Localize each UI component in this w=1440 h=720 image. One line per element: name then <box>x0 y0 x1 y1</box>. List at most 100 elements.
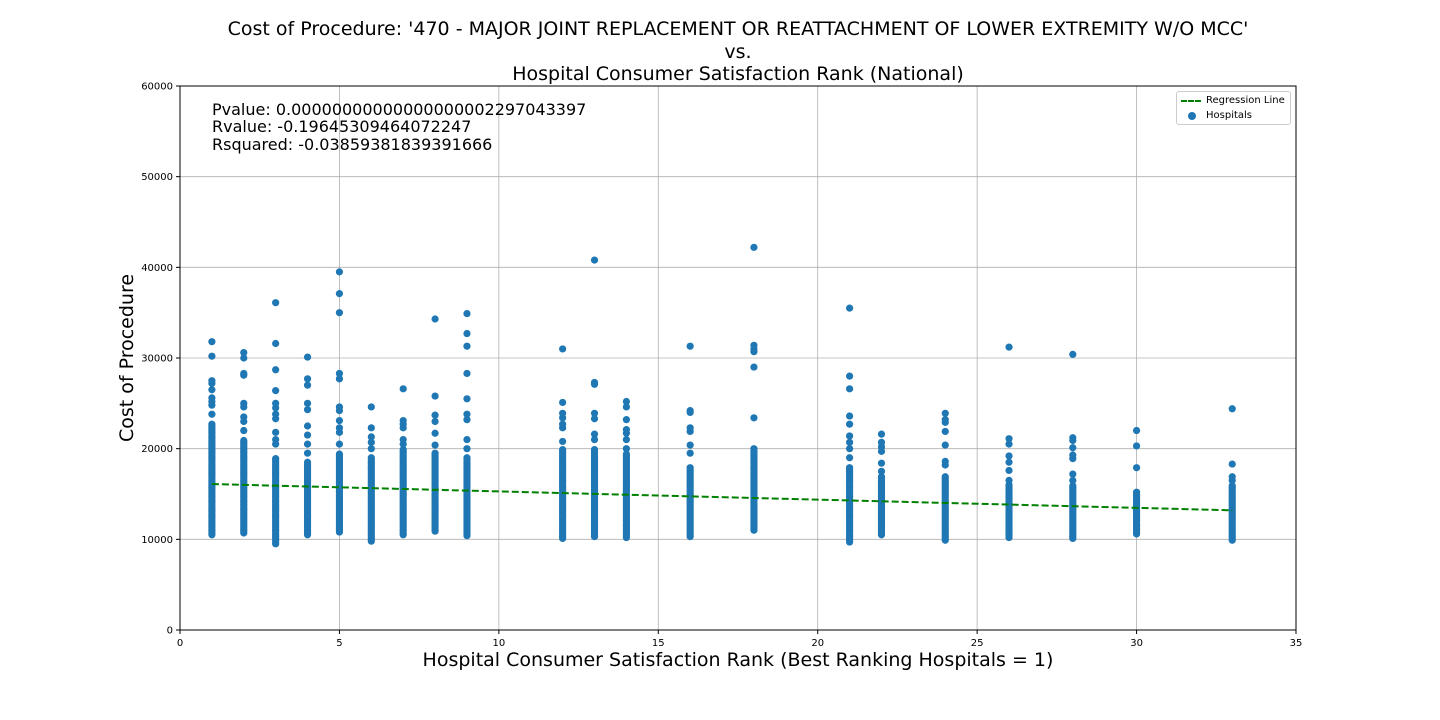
y-tick-label: 60000 <box>141 82 173 93</box>
chart-title-line-2: vs. <box>724 41 752 63</box>
hospital-point <box>941 427 949 436</box>
hospital-point <box>463 395 471 403</box>
legend-label-hospitals: Hospitals <box>1206 110 1253 121</box>
x-tick-label: 25 <box>971 638 984 649</box>
hospital-point <box>941 473 949 481</box>
hospital-point <box>399 436 407 444</box>
y-axis-label: Cost of Procedure <box>116 274 138 442</box>
hospital-point <box>463 410 471 418</box>
hospital-point <box>303 381 312 389</box>
y-tick-label: 40000 <box>141 263 173 274</box>
hospital-point <box>846 372 854 380</box>
chart-title-line-1: Cost of Procedure: '470 - MAJOR JOINT RE… <box>227 18 1249 40</box>
hospital-point <box>272 399 280 407</box>
hospital-point <box>559 445 567 454</box>
hospital-point <box>877 467 886 475</box>
hospital-point <box>240 436 248 445</box>
hospital-point <box>463 416 471 424</box>
hospital-point <box>877 459 886 467</box>
hospital-point <box>399 416 407 425</box>
x-tick-label: 15 <box>652 638 665 649</box>
x-tick-label: 20 <box>811 638 824 649</box>
hospital-point <box>1005 458 1013 466</box>
hospital-point <box>335 424 344 432</box>
y-tick-label: 30000 <box>141 354 173 365</box>
hospital-point <box>303 353 312 361</box>
hospital-point <box>622 403 631 411</box>
hospital-point <box>1069 476 1077 484</box>
rvalue-text: Rvalue: -0.19645309464072247 <box>212 117 472 136</box>
hospital-point <box>877 473 886 481</box>
hospital-point <box>1132 426 1141 435</box>
hospital-point <box>1005 466 1013 475</box>
hospital-point <box>941 457 949 465</box>
y-tick-label: 50000 <box>141 172 173 183</box>
hospital-point <box>559 398 567 407</box>
hospital-point <box>590 415 599 423</box>
hospital-point <box>877 438 886 446</box>
hospital-point <box>335 375 344 383</box>
x-tick-label: 30 <box>1130 638 1143 649</box>
hospital-point <box>303 449 312 457</box>
y-tick-label: 0 <box>167 626 173 637</box>
hospital-point <box>1069 470 1077 478</box>
hospital-point <box>750 445 758 453</box>
hospital-point <box>335 403 344 411</box>
hospital-point <box>559 437 567 446</box>
hospital-point <box>686 342 694 350</box>
hospital-point <box>1005 452 1013 460</box>
hospital-point <box>431 429 439 437</box>
legend-item-hospitals: Hospitals <box>1181 109 1252 123</box>
hospital-point <box>686 464 694 472</box>
hospital-point <box>846 438 854 446</box>
hospital-point <box>303 440 312 448</box>
hospital-point <box>846 304 854 312</box>
hospital-point <box>303 399 312 407</box>
hospital-point <box>208 352 216 360</box>
hospital-point <box>941 416 949 424</box>
x-tick-label: 0 <box>177 638 183 649</box>
x-axis-label: Hospital Consumer Satisfaction Rank (Bes… <box>423 649 1054 671</box>
hospital-point <box>622 397 631 406</box>
hospital-point <box>463 436 471 444</box>
hospital-point <box>335 290 344 298</box>
hospital-point <box>1005 435 1013 443</box>
hospital-point <box>750 363 758 371</box>
hospital-point <box>399 385 407 393</box>
hospital-point <box>463 369 471 378</box>
hospital-point <box>1005 440 1013 448</box>
hospital-point <box>1005 343 1013 351</box>
hospital-point <box>686 449 694 457</box>
hospital-point <box>431 392 439 400</box>
hospital-point <box>272 339 280 348</box>
hospital-point <box>367 433 375 441</box>
hospital-point <box>590 436 599 444</box>
hospital-point <box>463 342 471 350</box>
hospital-point <box>463 454 471 462</box>
hospital-point <box>399 445 407 454</box>
hospital-point <box>272 366 280 374</box>
hospital-point <box>846 445 854 453</box>
y-tick-label: 20000 <box>141 444 173 455</box>
hospital-point <box>272 387 280 395</box>
hospital-point <box>750 243 758 251</box>
hospital-point <box>335 450 344 458</box>
hospital-point <box>431 411 439 419</box>
hospital-point <box>622 450 631 458</box>
hospital-point <box>208 394 216 402</box>
hospital-point <box>590 256 599 264</box>
hospital-point <box>303 458 312 466</box>
hospital-point <box>240 348 248 357</box>
hospital-point <box>1228 460 1236 468</box>
hospital-point <box>1069 451 1077 459</box>
hospital-point <box>367 424 375 432</box>
hospital-point <box>686 406 694 415</box>
hospital-point <box>1228 473 1236 481</box>
hospital-point <box>463 329 471 338</box>
regression-line <box>211 483 1233 512</box>
hospital-point <box>240 426 248 435</box>
hospital-point <box>335 309 344 317</box>
hospital-point <box>590 409 599 417</box>
hospital-point <box>846 385 854 393</box>
